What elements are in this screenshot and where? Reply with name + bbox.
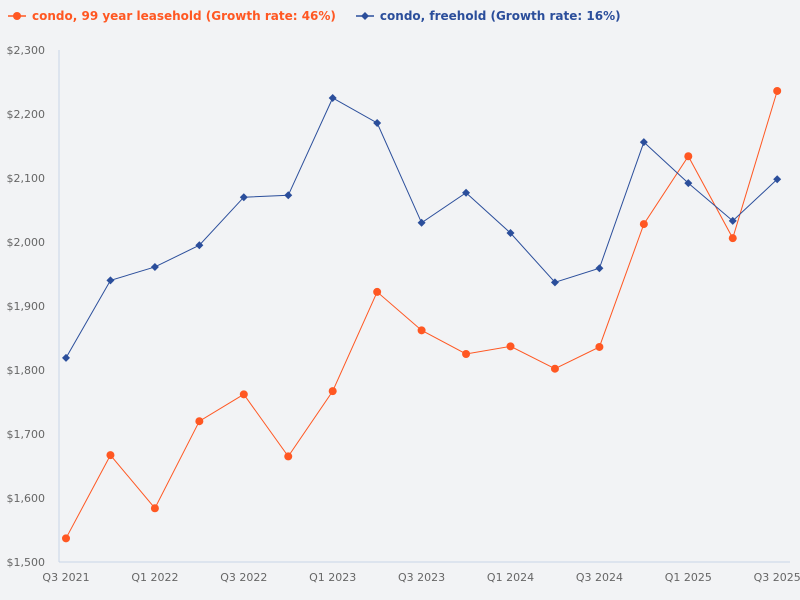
x-tick-label: Q1 2022	[131, 571, 178, 584]
data-point	[728, 234, 737, 243]
data-point	[150, 504, 159, 513]
data-point	[595, 264, 604, 273]
x-tick-label: Q3 2023	[398, 571, 445, 584]
data-point	[239, 390, 248, 399]
data-point	[150, 262, 159, 271]
y-tick-label: $1,700	[7, 428, 46, 441]
y-tick-label: $2,300	[7, 44, 46, 57]
data-point	[62, 353, 70, 362]
data-point	[506, 229, 515, 238]
x-tick-label: Q3 2024	[576, 571, 623, 584]
circle-marker-icon	[8, 12, 26, 20]
y-tick-label: $1,600	[7, 492, 46, 505]
data-point	[417, 326, 426, 335]
data-point	[328, 387, 337, 396]
data-point	[62, 534, 70, 543]
legend-item-leasehold[interactable]: condo, 99 year leasehold (Growth rate: 4…	[8, 9, 336, 23]
data-point	[684, 179, 693, 188]
x-tick-label: Q1 2023	[309, 571, 356, 584]
data-point	[550, 364, 559, 373]
series-line-0	[65, 90, 778, 539]
y-tick-label: $2,000	[7, 236, 46, 249]
data-point	[639, 220, 648, 229]
legend-item-freehold[interactable]: condo, freehold (Growth rate: 16%)	[355, 9, 621, 23]
data-point	[106, 276, 115, 285]
y-tick-label: $2,100	[7, 172, 46, 185]
data-point	[773, 175, 782, 184]
data-point	[373, 287, 382, 296]
data-point	[106, 451, 115, 460]
data-point	[462, 188, 471, 197]
legend-label: condo, 99 year leasehold (Growth rate: 4…	[32, 9, 336, 23]
data-point	[728, 216, 737, 225]
data-point	[595, 342, 604, 351]
x-tick-label: Q3 2021	[42, 571, 89, 584]
data-point	[506, 342, 515, 351]
x-tick-label: Q1 2024	[487, 571, 534, 584]
data-point	[639, 138, 648, 147]
x-tick-label: Q3 2025	[754, 571, 800, 584]
legend: condo, 99 year leasehold (Growth rate: 4…	[8, 9, 621, 23]
data-point	[284, 191, 293, 200]
y-tick-label: $1,800	[7, 364, 46, 377]
data-point	[195, 241, 204, 250]
y-tick-label: $2,200	[7, 108, 46, 121]
diamond-marker-icon	[355, 12, 374, 20]
data-point	[373, 118, 382, 127]
y-tick-label: $1,900	[7, 300, 46, 313]
series-line-1	[65, 97, 778, 359]
data-point	[550, 278, 559, 287]
data-point	[239, 193, 248, 202]
legend-label: condo, freehold (Growth rate: 16%)	[379, 9, 621, 23]
data-point	[195, 417, 204, 426]
x-tick-label: Q3 2022	[220, 571, 267, 584]
data-point	[684, 152, 693, 161]
data-point	[417, 218, 426, 227]
data-point	[773, 86, 782, 95]
data-point	[462, 350, 471, 358]
data-point	[284, 452, 293, 461]
x-tick-label: Q1 2025	[665, 571, 712, 584]
y-tick-label: $1,500	[7, 556, 46, 569]
data-point	[328, 94, 337, 102]
